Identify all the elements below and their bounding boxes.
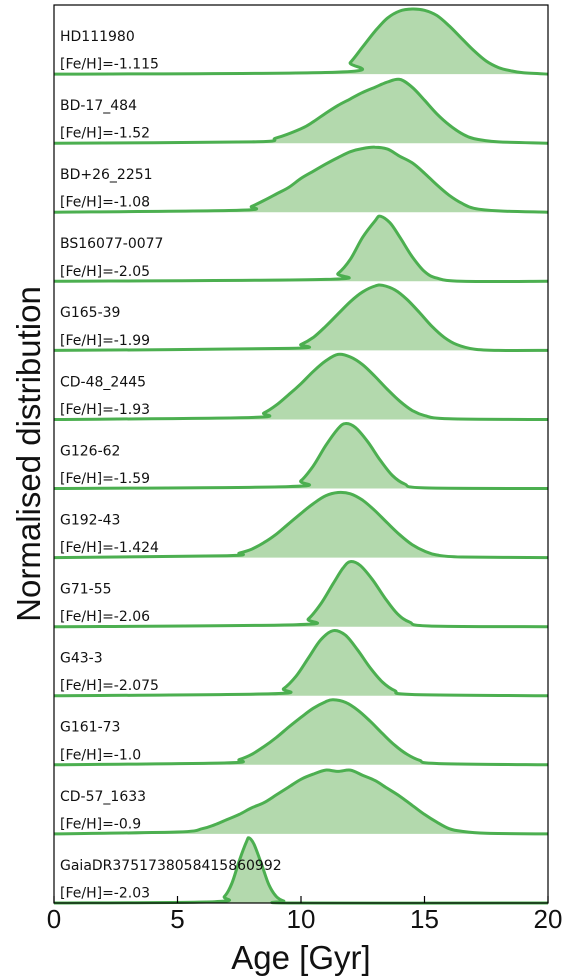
density-line (53, 629, 549, 698)
density-area (54, 630, 548, 696)
density-area (54, 354, 548, 420)
density-line (53, 145, 549, 214)
density-area (54, 8, 548, 75)
panel-10: G161-73 [Fe/H]=-1.0 (53, 698, 549, 767)
density-area (54, 79, 548, 144)
density-area (54, 284, 548, 351)
panel-9: G43-3 [Fe/H]=-2.075 (53, 629, 549, 698)
panel-star-name: HD111980 (60, 29, 135, 45)
panels-group: HD111980 [Fe/H]=-1.115 BD-17_484 [Fe/H]=-1.… (53, 7, 549, 905)
panel-8: G71-55 [Fe/H]=-2.06 (53, 560, 549, 629)
panel-11: CD-57_1633 [Fe/H]=-0.9 (53, 768, 549, 836)
panel-star-name: G165-39 (60, 305, 120, 321)
density-line (53, 214, 549, 284)
x-axis-title: Age [Gyr] (231, 939, 370, 976)
panel-6: G126-62 [Fe/H]=-1.59 (53, 421, 549, 490)
panel-1: BD-17_484 [Fe/H]=-1.52 (53, 77, 549, 145)
panel-metallicity: [Fe/H]=-0.9 (60, 816, 141, 832)
y-axis-title: Normalised distribution (10, 286, 47, 622)
panel-star-name: BS16077-0077 (60, 236, 163, 252)
density-line (53, 7, 549, 76)
panel-star-name: BD+26_2251 (60, 167, 153, 183)
panel-metallicity: [Fe/H]=-1.0 (60, 747, 141, 763)
panel-star-name: G43-3 (60, 651, 103, 667)
panel-metallicity: [Fe/H]=-2.05 (60, 264, 150, 280)
panel-5: CD-48_2445 [Fe/H]=-1.93 (53, 352, 549, 421)
panel-star-name: BD-17_484 (60, 98, 137, 114)
panel-4: G165-39 [Fe/H]=-1.99 (53, 283, 549, 352)
panel-metallicity: [Fe/H]=-1.115 (60, 57, 159, 73)
density-line (53, 698, 549, 767)
density-line (53, 352, 549, 421)
density-area (54, 699, 548, 765)
panel-3: BS16077-0077 [Fe/H]=-2.05 (53, 214, 549, 284)
panel-metallicity: [Fe/H]=-2.03 (60, 885, 150, 901)
x-tick-label: 15 (410, 904, 439, 934)
panel-metallicity: [Fe/H]=-1.52 (60, 126, 150, 142)
density-line (53, 490, 549, 560)
panel-star-name: G161-73 (60, 720, 120, 736)
density-line (53, 421, 549, 490)
x-tick-label: 20 (534, 904, 563, 934)
panel-7: G192-43 [Fe/H]=-1.424 (53, 490, 549, 560)
density-line (53, 283, 549, 352)
panel-star-name: GaiaDR3751738058415860992 (60, 858, 282, 874)
panel-star-name: CD-57_1633 (60, 789, 146, 805)
panel-0: HD111980 [Fe/H]=-1.115 (53, 7, 549, 76)
panel-star-name: G126-62 (60, 443, 120, 459)
panel-metallicity: [Fe/H]=-1.08 (60, 195, 150, 211)
x-axis: 0 5 10 15 20 (47, 896, 563, 934)
density-line (53, 77, 549, 145)
panel-star-name: CD-48_2445 (60, 374, 146, 390)
x-tick-label: 5 (170, 904, 184, 934)
x-tick-label: 0 (47, 904, 61, 934)
density-line (53, 560, 549, 629)
panel-metallicity: [Fe/H]=-1.59 (60, 471, 150, 487)
panel-metallicity: [Fe/H]=-1.93 (60, 402, 150, 418)
panel-12: GaiaDR3751738058415860992 [Fe/H]=-2.03 (53, 836, 549, 905)
panel-metallicity: [Fe/H]=-1.99 (60, 333, 150, 349)
panel-metallicity: [Fe/H]=-1.424 (60, 540, 159, 556)
density-area (54, 769, 548, 834)
panel-2: BD+26_2251 [Fe/H]=-1.08 (53, 145, 549, 214)
density-line (53, 768, 549, 836)
panel-star-name: G192-43 (60, 512, 120, 528)
density-area (54, 492, 548, 558)
density-line (53, 836, 549, 905)
panel-star-name: G71-55 (60, 582, 112, 598)
x-tick-label: 10 (287, 904, 316, 934)
panel-metallicity: [Fe/H]=-2.06 (60, 609, 150, 625)
panel-metallicity: [Fe/H]=-2.075 (60, 678, 159, 694)
